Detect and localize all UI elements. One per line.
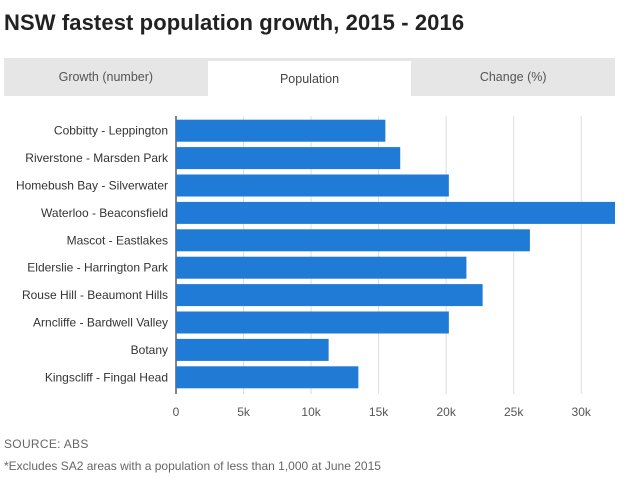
bar[interactable]: [176, 119, 386, 142]
bar[interactable]: [176, 256, 467, 279]
bar[interactable]: [176, 174, 449, 197]
x-tick-label: 20k: [436, 405, 456, 419]
bar[interactable]: [176, 338, 329, 361]
bar-chart: Cobbitty - Leppington Riverstone - Marsde…: [16, 116, 615, 419]
tab-growth-number[interactable]: Growth (number): [58, 70, 154, 84]
footnote: *Excludes SA2 areas with a population of…: [4, 459, 381, 473]
category-label: Mascot - Eastlakes: [67, 233, 168, 247]
category-label: Botany: [131, 343, 168, 357]
tab-population[interactable]: Population: [207, 61, 412, 96]
category-label: Elderslie - Harrington Park: [27, 261, 169, 275]
x-tick-label: 30k: [572, 405, 592, 419]
category-labels: Cobbitty - Leppington Riverstone - Marsde…: [16, 124, 169, 385]
bar[interactable]: [176, 147, 401, 170]
x-tick-label: 15k: [369, 405, 389, 419]
category-label: Arncliffe - Bardwell Valley: [33, 316, 168, 330]
bar[interactable]: [176, 284, 483, 307]
bar[interactable]: [176, 366, 359, 389]
bar[interactable]: [176, 201, 615, 224]
bars: [176, 119, 615, 389]
category-label: Riverstone - Marsden Park: [25, 151, 169, 165]
x-tick-label: 5k: [237, 405, 251, 419]
bar[interactable]: [176, 229, 530, 252]
x-tick-label: 0: [173, 405, 180, 419]
x-tick-label: 25k: [504, 405, 524, 419]
category-label: Rouse Hill - Beaumont Hills: [22, 288, 168, 302]
source-note: SOURCE: ABS: [4, 437, 89, 451]
tab-bar: Growth (number) Population Change (%): [4, 58, 615, 96]
category-label: Waterloo - Beaconsfield: [41, 206, 168, 220]
x-axis-ticks: 0 5k 10k 15k 20k 25k 30k: [173, 405, 592, 419]
x-tick-label: 10k: [301, 405, 321, 419]
category-label: Cobbitty - Leppington: [54, 124, 168, 138]
category-label: Kingscliff - Fingal Head: [45, 370, 168, 384]
bar[interactable]: [176, 311, 449, 334]
chart-title: NSW fastest population growth, 2015 - 20…: [4, 10, 465, 35]
tab-change-percent[interactable]: Change (%): [479, 70, 547, 84]
category-label: Homebush Bay - Silverwater: [16, 179, 168, 193]
